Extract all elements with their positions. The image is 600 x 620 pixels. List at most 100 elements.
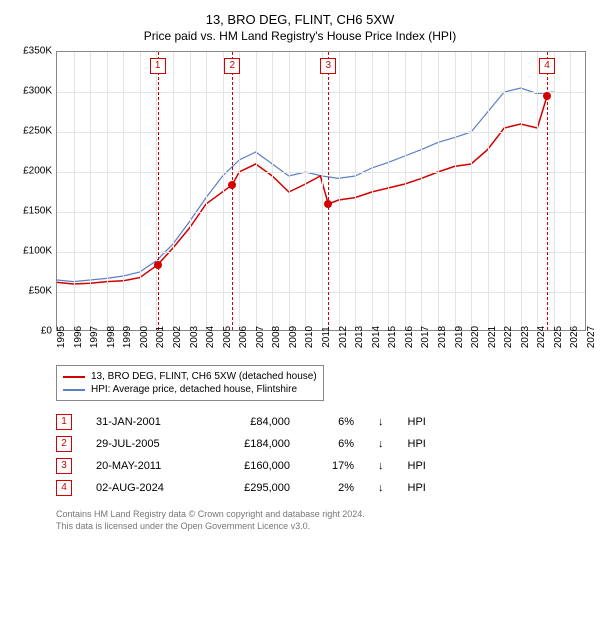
x-axis-label: 2013 (354, 326, 365, 348)
legend-swatch (63, 389, 85, 391)
grid-v (339, 52, 340, 330)
sales-hpi-label: HPI (408, 460, 448, 472)
y-axis-label: £150K (12, 206, 52, 217)
grid-h (57, 92, 585, 93)
sales-hpi-label: HPI (408, 482, 448, 494)
marker-badge: 1 (150, 58, 166, 74)
sales-diff: 6% (314, 416, 354, 428)
marker-badge: 2 (224, 58, 240, 74)
sales-hpi-label: HPI (408, 438, 448, 450)
sales-date: 31-JAN-2001 (96, 416, 196, 428)
sales-diff: 2% (314, 482, 354, 494)
x-axis-label: 2027 (586, 326, 597, 348)
sales-badge: 4 (56, 480, 72, 496)
x-axis-label: 2008 (271, 326, 282, 348)
x-axis-label: 2006 (238, 326, 249, 348)
x-axis-label: 2022 (503, 326, 514, 348)
grid-v (372, 52, 373, 330)
x-axis-label: 2016 (404, 326, 415, 348)
sales-badge: 1 (56, 414, 72, 430)
x-axis-label: 2021 (487, 326, 498, 348)
grid-v (405, 52, 406, 330)
x-axis-label: 2017 (420, 326, 431, 348)
x-axis-label: 2005 (222, 326, 233, 348)
marker-badge: 4 (539, 58, 555, 74)
grid-h (57, 212, 585, 213)
grid-v (107, 52, 108, 330)
y-axis-label: £50K (12, 286, 52, 297)
x-axis-label: 1998 (106, 326, 117, 348)
grid-v (140, 52, 141, 330)
sales-date: 29-JUL-2005 (96, 438, 196, 450)
grid-v (521, 52, 522, 330)
grid-v (305, 52, 306, 330)
grid-v (74, 52, 75, 330)
sales-arrow-icon: ↓ (378, 416, 384, 428)
grid-v (471, 52, 472, 330)
sales-date: 20-MAY-2011 (96, 460, 196, 472)
chart-title: 13, BRO DEG, FLINT, CH6 5XW (12, 12, 588, 27)
sales-row: 320-MAY-2011£160,00017%↓HPI (56, 455, 588, 477)
grid-v (421, 52, 422, 330)
x-axis-label: 2012 (338, 326, 349, 348)
x-axis-label: 2015 (387, 326, 398, 348)
sales-hpi-label: HPI (408, 416, 448, 428)
grid-v (554, 52, 555, 330)
footer: Contains HM Land Registry data © Crown c… (56, 509, 588, 532)
sales-row: 402-AUG-2024£295,0002%↓HPI (56, 477, 588, 499)
sales-arrow-icon: ↓ (378, 460, 384, 472)
x-axis-label: 2025 (553, 326, 564, 348)
footer-line-2: This data is licensed under the Open Gov… (56, 521, 588, 533)
grid-v (322, 52, 323, 330)
sales-table: 131-JAN-2001£84,0006%↓HPI229-JUL-2005£18… (56, 411, 588, 499)
x-axis-label: 1995 (56, 326, 67, 348)
sale-dot (324, 200, 332, 208)
x-axis-label: 1997 (89, 326, 100, 348)
x-axis-label: 2007 (255, 326, 266, 348)
sales-date: 02-AUG-2024 (96, 482, 196, 494)
x-axis-label: 2010 (304, 326, 315, 348)
grid-v (90, 52, 91, 330)
grid-h (57, 252, 585, 253)
marker-line (328, 52, 329, 330)
x-axis-label: 2023 (520, 326, 531, 348)
x-axis-label: 2014 (371, 326, 382, 348)
sales-price: £84,000 (220, 416, 290, 428)
grid-v (388, 52, 389, 330)
grid-h (57, 172, 585, 173)
legend-swatch (63, 376, 85, 378)
sales-badge: 3 (56, 458, 72, 474)
grid-v (488, 52, 489, 330)
marker-line (158, 52, 159, 330)
y-axis-label: £100K (12, 246, 52, 257)
grid-v (206, 52, 207, 330)
grid-v (504, 52, 505, 330)
x-axis-label: 2003 (189, 326, 200, 348)
x-axis-label: 2009 (288, 326, 299, 348)
sale-dot (154, 261, 162, 269)
grid-v (570, 52, 571, 330)
price-line (57, 96, 547, 284)
chart-subtitle: Price paid vs. HM Land Registry's House … (12, 29, 588, 43)
plot-area: 1234 (56, 51, 586, 331)
chart-container: 1234 £0£50K£100K£150K£200K£250K£300K£350… (12, 51, 588, 331)
footer-line-1: Contains HM Land Registry data © Crown c… (56, 509, 588, 521)
y-axis-label: £0 (12, 326, 52, 337)
grid-h (57, 132, 585, 133)
grid-v (537, 52, 538, 330)
grid-h (57, 292, 585, 293)
sales-arrow-icon: ↓ (378, 438, 384, 450)
x-axis-label: 2026 (569, 326, 580, 348)
x-axis-label: 1999 (122, 326, 133, 348)
grid-v (272, 52, 273, 330)
y-axis-label: £350K (12, 46, 52, 57)
grid-v (438, 52, 439, 330)
y-axis-label: £250K (12, 126, 52, 137)
legend-row: HPI: Average price, detached house, Flin… (63, 383, 317, 396)
sales-price: £295,000 (220, 482, 290, 494)
sale-dot (543, 92, 551, 100)
legend: 13, BRO DEG, FLINT, CH6 5XW (detached ho… (56, 365, 324, 401)
grid-v (455, 52, 456, 330)
grid-v (123, 52, 124, 330)
x-axis-label: 2018 (437, 326, 448, 348)
